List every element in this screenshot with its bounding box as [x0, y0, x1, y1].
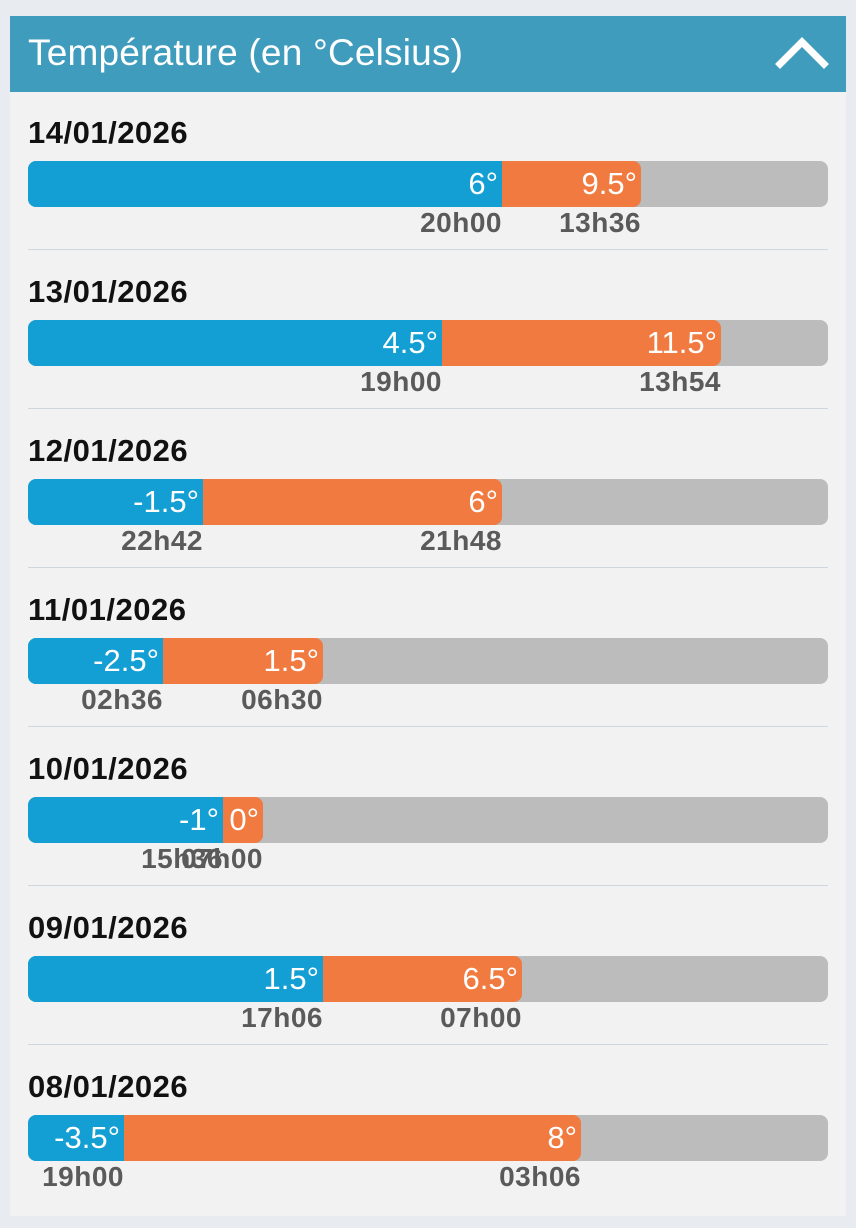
day-row: 13/01/2026 4.5° 11.5° 19h00 13h54	[28, 274, 828, 433]
collapse-button[interactable]	[772, 28, 832, 80]
max-temperature-bar: 9.5°	[502, 161, 641, 207]
row-divider	[28, 249, 828, 250]
min-time: 17h06	[241, 1002, 323, 1033]
day-row: 11/01/2026 -2.5° 1.5° 02h36 06h30	[28, 592, 828, 751]
day-date: 09/01/2026	[28, 910, 189, 945]
row-divider	[28, 408, 828, 409]
max-time: 13h36	[559, 207, 641, 238]
row-divider	[28, 567, 828, 568]
min-time: 15h36	[141, 843, 223, 874]
max-time: 03h06	[499, 1161, 581, 1192]
day-date: 14/01/2026	[28, 115, 189, 150]
max-temperature-bar: 8°	[124, 1115, 581, 1161]
min-time: 19h00	[360, 366, 442, 397]
day-date: 10/01/2026	[28, 751, 189, 786]
max-temperature-bar: 1.5°	[163, 638, 323, 684]
max-time: 06h30	[241, 684, 323, 715]
day-date: 13/01/2026	[28, 274, 189, 309]
day-row: 09/01/2026 1.5° 6.5° 17h06 07h00	[28, 910, 828, 1069]
max-time: 07h00	[181, 843, 263, 874]
max-temperature-bar: 6.5°	[323, 956, 522, 1002]
min-temperature-bar: 1.5°	[28, 956, 323, 1002]
temperature-panel	[10, 16, 846, 1216]
row-divider	[28, 885, 828, 886]
panel-header[interactable]: Température (en °Celsius)	[10, 16, 846, 92]
min-temperature-bar: -3.5°	[28, 1115, 124, 1161]
min-time: 22h42	[121, 525, 203, 556]
max-temperature-bar: 11.5°	[442, 320, 721, 366]
min-temperature-bar: -1°	[28, 797, 223, 843]
max-temperature-bar: 6°	[203, 479, 502, 525]
min-temperature-bar: 6°	[28, 161, 502, 207]
chevron-up-icon	[775, 37, 829, 69]
day-row: 14/01/2026 6° 9.5° 20h00 13h36	[28, 115, 828, 274]
day-date: 12/01/2026	[28, 433, 189, 468]
min-temperature-bar: 4.5°	[28, 320, 442, 366]
min-time: 20h00	[420, 207, 502, 238]
min-temperature-bar: -2.5°	[28, 638, 163, 684]
min-temperature-bar: -1.5°	[28, 479, 203, 525]
min-time: 19h00	[42, 1161, 124, 1192]
max-time: 13h54	[639, 366, 721, 397]
day-date: 08/01/2026	[28, 1069, 189, 1104]
row-divider	[28, 726, 828, 727]
max-time: 07h00	[440, 1002, 522, 1033]
row-divider	[28, 1044, 828, 1045]
day-date: 11/01/2026	[28, 592, 187, 627]
day-row: 10/01/2026 -1° 0° 15h36 07h00	[28, 751, 828, 910]
panel-title: Température (en °Celsius)	[28, 32, 464, 73]
max-time: 21h48	[420, 525, 502, 556]
day-row: 12/01/2026 -1.5° 6° 22h42 21h48	[28, 433, 828, 592]
min-time: 02h36	[81, 684, 163, 715]
max-temperature-bar: 0°	[223, 797, 263, 843]
day-row: 08/01/2026 -3.5° 8° 19h00 03h06	[28, 1069, 828, 1228]
